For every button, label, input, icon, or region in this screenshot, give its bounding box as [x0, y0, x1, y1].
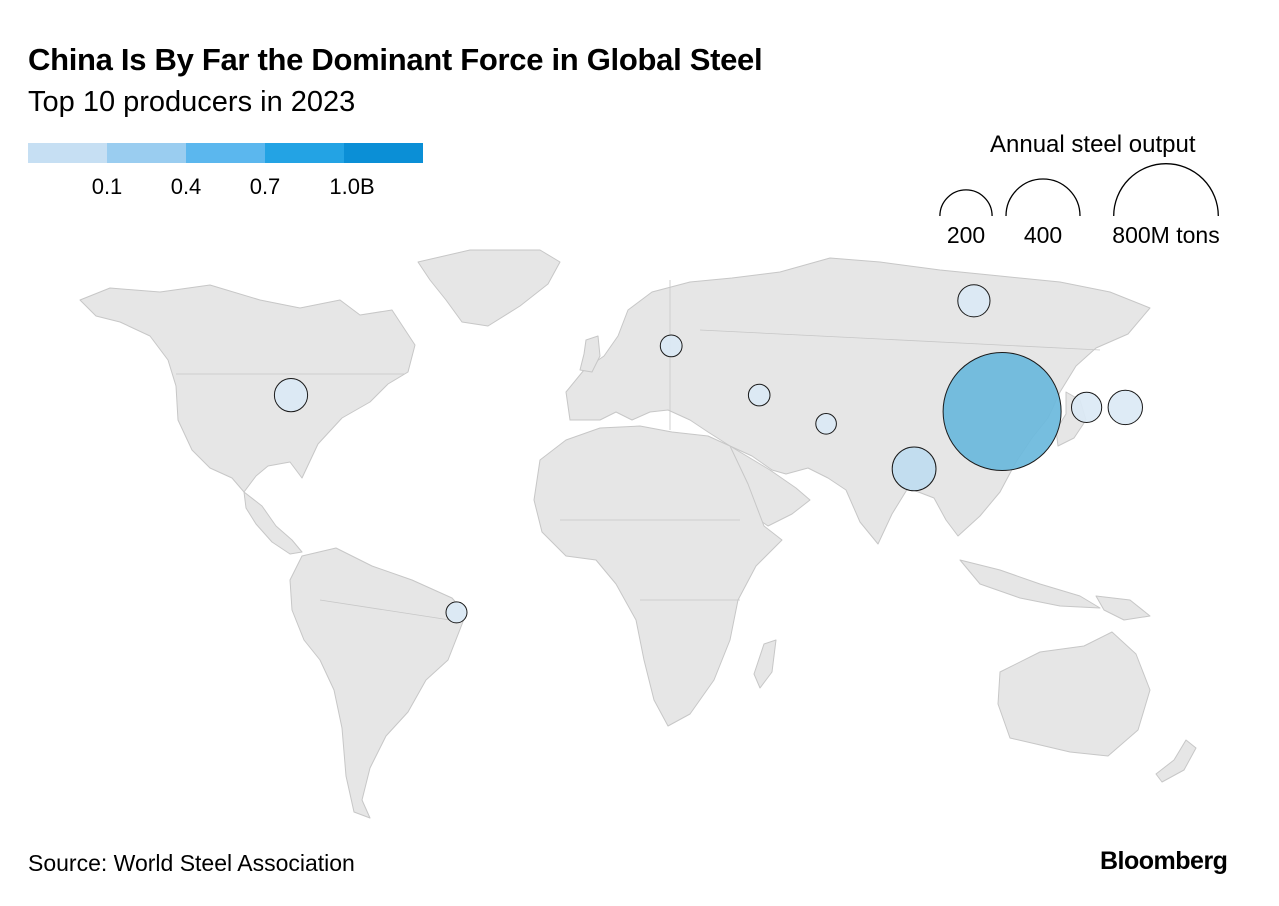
- color-legend-label: 1.0B: [329, 174, 375, 199]
- color-legend-segment: [28, 143, 107, 163]
- color-legend-segment: [344, 143, 423, 163]
- bubble-united-states: [273, 378, 309, 413]
- bubble-china: [942, 352, 1062, 471]
- bubble-india: [891, 446, 937, 492]
- new-zealand-landmass: [1155, 739, 1197, 783]
- britain-landmass: [579, 335, 601, 373]
- africa-landmass: [533, 425, 783, 727]
- size-legend-label: 200: [946, 222, 986, 248]
- chart-subtitle: Top 10 producers in 2023: [28, 86, 356, 118]
- north-america-landmass: [79, 284, 416, 493]
- source-note: Source: World Steel Association: [28, 850, 355, 876]
- brand-logo: Bloomberg: [1100, 847, 1228, 875]
- bubble-japan: [1107, 389, 1144, 426]
- color-legend-segment: [107, 143, 186, 163]
- color-legend-label: 0.1: [91, 174, 123, 199]
- color-legend-label: 0.4: [170, 174, 202, 199]
- bubble-south-korea: [1071, 391, 1103, 423]
- bubble-germany: [659, 334, 683, 358]
- bubble-iran: [815, 413, 837, 435]
- size-legend: [939, 163, 1219, 217]
- chart-title: China Is By Far the Dominant Force in Gl…: [28, 42, 763, 77]
- new-guinea-landmass: [1095, 595, 1151, 621]
- madagascar-landmass: [753, 639, 777, 689]
- country-border: [699, 329, 1101, 351]
- bubble-russia: [957, 284, 991, 318]
- country-border: [319, 599, 451, 621]
- color-legend-label: 0.7: [249, 174, 281, 199]
- size-legend-arc: [939, 189, 993, 217]
- color-legend-segment: [265, 143, 344, 163]
- central-america-landmass: [243, 491, 303, 555]
- eurasia-landmass: [565, 257, 1151, 545]
- color-legend-bar: [28, 143, 423, 163]
- size-legend-title: Annual steel output: [990, 131, 1196, 158]
- size-legend-arc: [1113, 163, 1219, 217]
- bubble-layer: [273, 284, 1144, 624]
- australia-landmass: [997, 631, 1151, 757]
- size-legend-label: 800M tons: [1112, 222, 1220, 248]
- bubble-brazil: [445, 601, 468, 624]
- size-legend-label: 400: [1023, 222, 1063, 248]
- indonesia-landmass: [959, 559, 1101, 609]
- size-legend-arc: [1005, 178, 1081, 217]
- south-america-landmass: [289, 547, 467, 819]
- color-legend-segment: [186, 143, 265, 163]
- bubble-turkey: [747, 383, 771, 407]
- greenland-landmass: [417, 249, 561, 327]
